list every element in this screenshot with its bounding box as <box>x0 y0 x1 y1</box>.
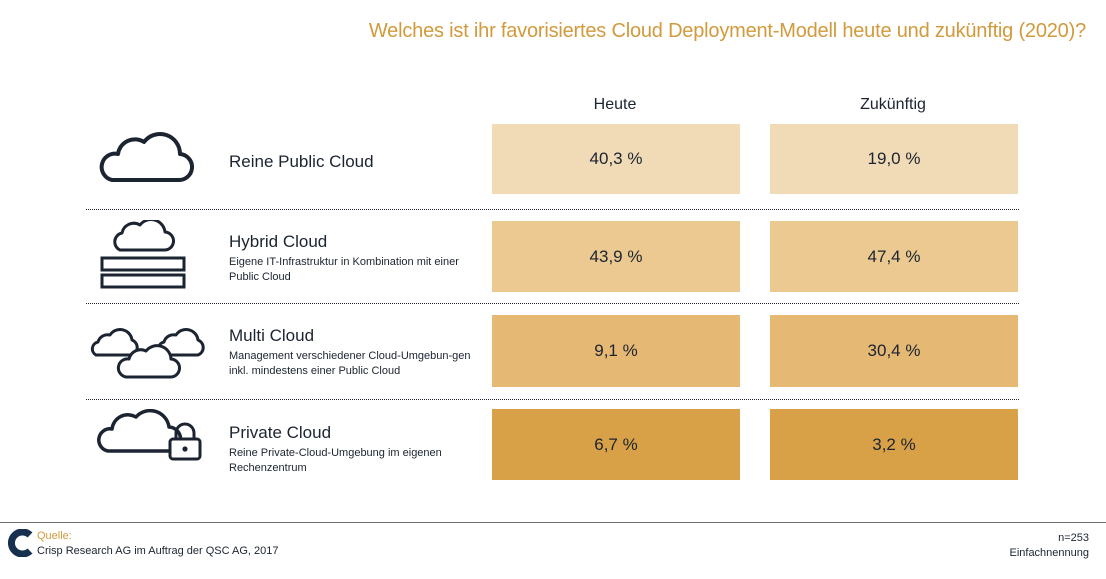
row-title: Private Cloud <box>229 423 332 442</box>
crisp-logo <box>8 528 34 562</box>
value-cell-heute: 40,3 % <box>492 124 740 194</box>
value-cell-heute: 9,1 % <box>492 315 740 387</box>
sample-note: n=253 Einfachnennung <box>1009 531 1089 561</box>
hybrid-cloud-icon <box>100 218 190 297</box>
value-cell-zukuenftig: 19,0 % <box>770 124 1018 194</box>
value-cell-zukuenftig: 47,4 % <box>770 221 1018 292</box>
value-cell-heute: 43,9 % <box>492 221 740 292</box>
sample-size: n=253 <box>1058 532 1089 544</box>
multi-cloud-icon <box>88 325 208 390</box>
row-title: Reine Public Cloud <box>229 152 374 171</box>
row-public-cloud: Reine Public Cloud 40,3 % 19,0 % <box>0 124 1106 194</box>
row-separator <box>86 399 1019 400</box>
cloud-icon <box>96 128 196 191</box>
answer-type-note: Einfachnennung <box>1009 547 1089 559</box>
source-text: Crisp Research AG im Auftrag der QSC AG,… <box>37 545 279 557</box>
row-private-cloud: Private Cloud Reine Private-Cloud-Umgebu… <box>0 408 1106 480</box>
column-header-heute: Heute <box>593 96 637 113</box>
chart-title: Welches ist ihr favorisiertes Cloud Depl… <box>368 20 1086 42</box>
value-cell-zukuenftig: 3,2 % <box>770 409 1018 480</box>
column-header-zukuenftig: Zukünftig <box>860 96 926 113</box>
footer-divider <box>0 522 1106 523</box>
source-label: Quelle: <box>37 530 72 542</box>
value-cell-heute: 6,7 % <box>492 409 740 480</box>
row-separator <box>86 209 1019 210</box>
row-separator <box>86 303 1019 304</box>
row-description: Management verschiedener Cloud-Umgebun-g… <box>229 350 471 377</box>
value-cell-zukuenftig: 30,4 % <box>770 315 1018 387</box>
row-description: Reine Private-Cloud-Umgebung im eigenen … <box>229 447 442 474</box>
row-multi-cloud: Multi Cloud Management verschiedener Clo… <box>0 315 1106 387</box>
row-description: Eigene IT-Infrastruktur in Kombination m… <box>229 256 459 283</box>
row-hybrid-cloud: Hybrid Cloud Eigene IT-Infrastruktur in … <box>0 218 1106 292</box>
row-title: Multi Cloud <box>229 326 315 345</box>
private-cloud-lock-icon <box>94 408 206 470</box>
row-title: Hybrid Cloud <box>229 232 328 251</box>
